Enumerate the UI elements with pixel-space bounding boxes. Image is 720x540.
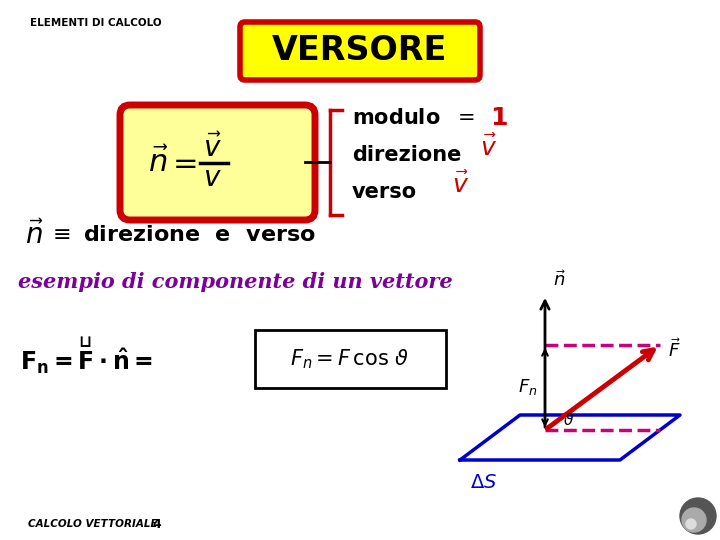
Text: direzione: direzione xyxy=(352,145,462,165)
Text: $\vec{F}$: $\vec{F}$ xyxy=(668,339,680,361)
Text: $F_n = F\,\cos\,\vartheta$: $F_n = F\,\cos\,\vartheta$ xyxy=(290,347,410,371)
Text: esempio di componente di un vettore: esempio di componente di un vettore xyxy=(18,272,453,292)
FancyBboxPatch shape xyxy=(240,22,480,80)
Circle shape xyxy=(680,498,716,534)
Text: $=$: $=$ xyxy=(167,147,197,177)
Text: 4: 4 xyxy=(152,517,161,530)
Text: modulo  $=$: modulo $=$ xyxy=(352,108,475,128)
Text: $\equiv$ direzione  e  verso: $\equiv$ direzione e verso xyxy=(48,225,316,245)
Text: verso: verso xyxy=(352,182,417,202)
Text: $F_n$: $F_n$ xyxy=(518,377,537,397)
Text: $\vartheta$: $\vartheta$ xyxy=(563,412,574,428)
Circle shape xyxy=(686,519,696,529)
Text: $\vec{v}$: $\vec{v}$ xyxy=(202,133,221,163)
FancyBboxPatch shape xyxy=(120,105,315,220)
FancyBboxPatch shape xyxy=(255,330,446,388)
Text: $\Delta S$: $\Delta S$ xyxy=(470,472,497,491)
Text: $\vec{n}$: $\vec{n}$ xyxy=(25,220,44,249)
Text: $\vec{n}$: $\vec{n}$ xyxy=(148,146,168,178)
Text: CALCOLO VETTORIALE: CALCOLO VETTORIALE xyxy=(28,519,158,529)
Text: VERSORE: VERSORE xyxy=(272,35,448,68)
Circle shape xyxy=(682,508,706,532)
Text: $\vec{n}$: $\vec{n}$ xyxy=(553,270,566,290)
Text: $\vec{v}$: $\vec{v}$ xyxy=(452,172,469,198)
Text: ELEMENTI DI CALCOLO: ELEMENTI DI CALCOLO xyxy=(30,18,161,28)
Text: $\mathbf{F_n = \overset{\sqcup}{F} \cdot \hat{n} =}$: $\mathbf{F_n = \overset{\sqcup}{F} \cdot… xyxy=(20,334,153,376)
Text: $\vec{v}$: $\vec{v}$ xyxy=(480,135,497,161)
Text: $\mathbf{1}$: $\mathbf{1}$ xyxy=(490,106,508,130)
Text: $v$: $v$ xyxy=(202,164,221,192)
